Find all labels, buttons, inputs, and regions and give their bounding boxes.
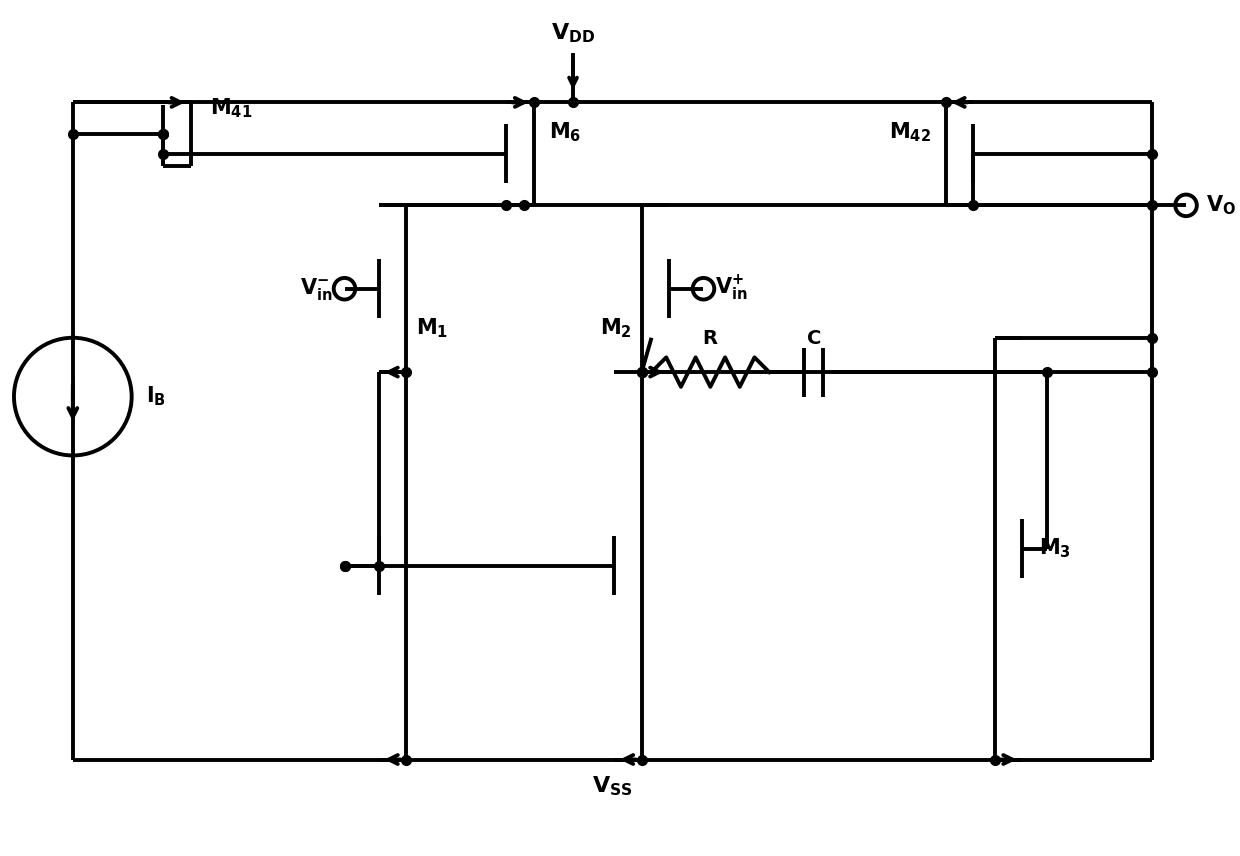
Text: $\mathbf{R}$: $\mathbf{R}$ [702,329,719,348]
Text: $\mathbf{M_6}$: $\mathbf{M_6}$ [548,121,580,144]
Text: $\mathbf{M_3}$: $\mathbf{M_3}$ [1039,537,1071,561]
Text: $\mathbf{M_{41}}$: $\mathbf{M_{41}}$ [210,96,253,120]
Text: $\mathbf{M_1}$: $\mathbf{M_1}$ [417,316,449,340]
Text: $\mathbf{C}$: $\mathbf{C}$ [806,329,821,348]
Text: $\mathbf{M_2}$: $\mathbf{M_2}$ [600,316,632,340]
Text: $\mathbf{V_{in}^{+}}$: $\mathbf{V_{in}^{+}}$ [715,274,748,303]
Text: $\mathbf{V_{SS}}$: $\mathbf{V_{SS}}$ [591,774,632,798]
Text: $\mathbf{I_B}$: $\mathbf{I_B}$ [146,385,166,408]
Text: $\mathbf{M_{42}}$: $\mathbf{M_{42}}$ [889,121,931,144]
Text: $\mathbf{V_O}$: $\mathbf{V_O}$ [1205,193,1236,217]
Text: $\mathbf{V_{DD}}$: $\mathbf{V_{DD}}$ [551,22,595,45]
Text: $\mathbf{V_{in}^{-}}$: $\mathbf{V_{in}^{-}}$ [300,276,332,301]
